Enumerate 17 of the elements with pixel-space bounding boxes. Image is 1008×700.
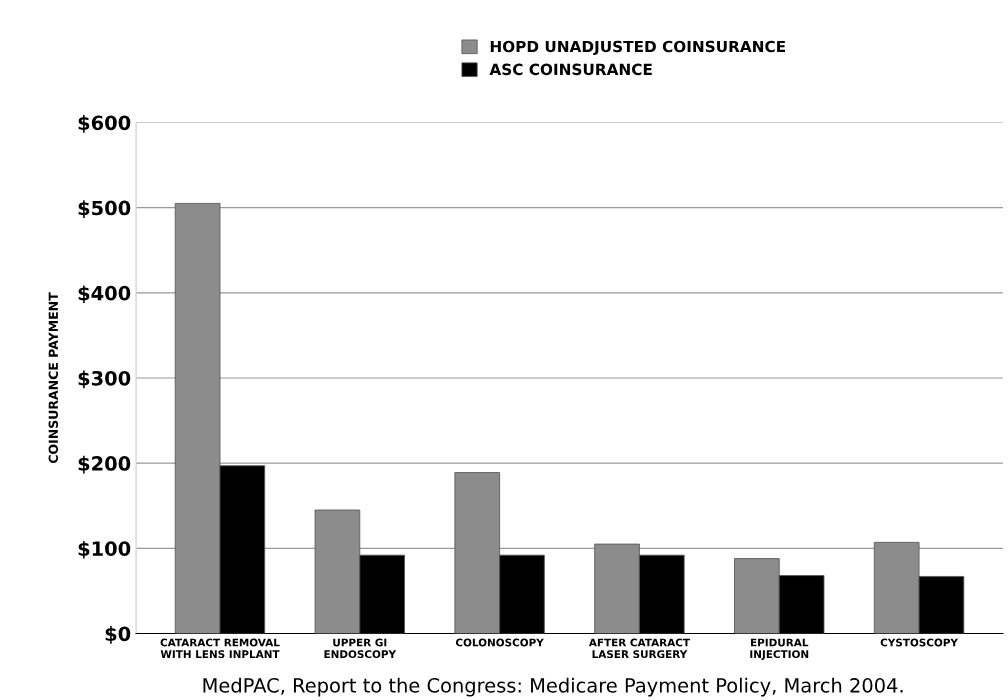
text: MedPAC, Report to the Congress: Medicare Payment Policy, March 2004. [203, 677, 903, 697]
x-tick-label: UPPER GI ENDOSCOPY [324, 638, 397, 659]
x-tick-label: AFTER CATARACT LASER SURGERY [588, 638, 690, 659]
x-tick-label: COLONOSCOPY [455, 638, 544, 647]
y-axis-title: COINSURANCE PAYMENT [48, 292, 59, 464]
y-tick-label: $100 [78, 540, 131, 559]
y-tick-label: $200 [78, 455, 131, 474]
x-tick-label: CYSTOSCOPY [880, 638, 959, 647]
legend-label: HOPD UNADJUSTED COINSURANCE [490, 40, 786, 56]
legend-label: ASC COINSURANCE [489, 63, 652, 76]
x-tick-label: EPIDURAL INJECTION [750, 638, 809, 661]
y-tick-label: $500 [78, 200, 131, 218]
y-tick-label: $0 [105, 626, 131, 644]
y-tick-label: $600 [78, 115, 131, 133]
x-tick-label: CATARACT REMOVAL WITH LENS INPLANT [160, 638, 280, 659]
y-tick-label: $400 [78, 285, 131, 304]
y-tick-label: $300 [78, 370, 131, 389]
